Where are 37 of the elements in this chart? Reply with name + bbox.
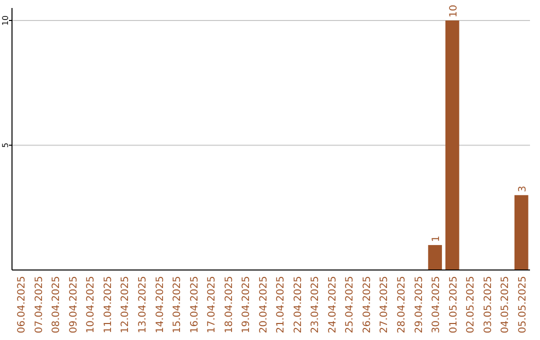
x-tick-label: 03.05.2025 [482,276,494,334]
x-tick-label: 22.04.2025 [292,276,304,334]
y-tick-label: 5 [1,142,10,148]
data-label: 3 [517,186,528,192]
x-tick-label: 12.04.2025 [120,276,132,334]
x-tick-label: 28.04.2025 [396,276,408,334]
x-tick-label: 21.04.2025 [276,276,287,334]
x-tick-label: 04.05.2025 [500,276,512,334]
x-tick-label: 24.04.2025 [327,276,338,334]
x-tick-label: 14.04.2025 [154,276,166,334]
x-tick-label: 29.04.2025 [414,276,425,334]
x-tick-label: 13.04.2025 [138,276,148,334]
x-tick-label: 08.04.2025 [51,276,62,334]
x-tick-label: 07.04.2025 [34,276,45,334]
x-tick-label: 15.04.2025 [172,276,184,334]
x-tick-label: 16.04.2025 [189,276,200,334]
data-label: 10 [448,4,460,18]
x-tick-label: 09.04.2025 [68,276,80,334]
x-tick-label: 18.04.2025 [224,276,235,334]
x-tick-label: 10.04.2025 [86,276,97,334]
x-tick-label: 23.04.2025 [310,276,322,334]
x-tick-label: 27.04.2025 [379,276,390,334]
x-tick-label: 17.04.2025 [206,276,218,334]
x-tick-label: 25.04.2025 [344,276,356,334]
bar [514,195,528,270]
x-tick-label: 06.04.2025 [16,276,28,334]
x-tick-label: 02.05.2025 [466,276,477,334]
x-tick-label: 01.05.2025 [448,276,460,334]
x-tick-label: 11.04.2025 [102,276,114,334]
x-tick-label: 26.04.2025 [362,276,373,334]
x-tick-label: 20.04.2025 [258,276,270,334]
x-tick-label: 19.04.2025 [241,276,252,334]
bar [428,245,442,270]
data-label: 1 [431,236,442,242]
x-tick-label: 30.04.2025 [431,276,442,334]
x-tick-label: 05.05.2025 [517,276,528,334]
bar [445,20,460,270]
